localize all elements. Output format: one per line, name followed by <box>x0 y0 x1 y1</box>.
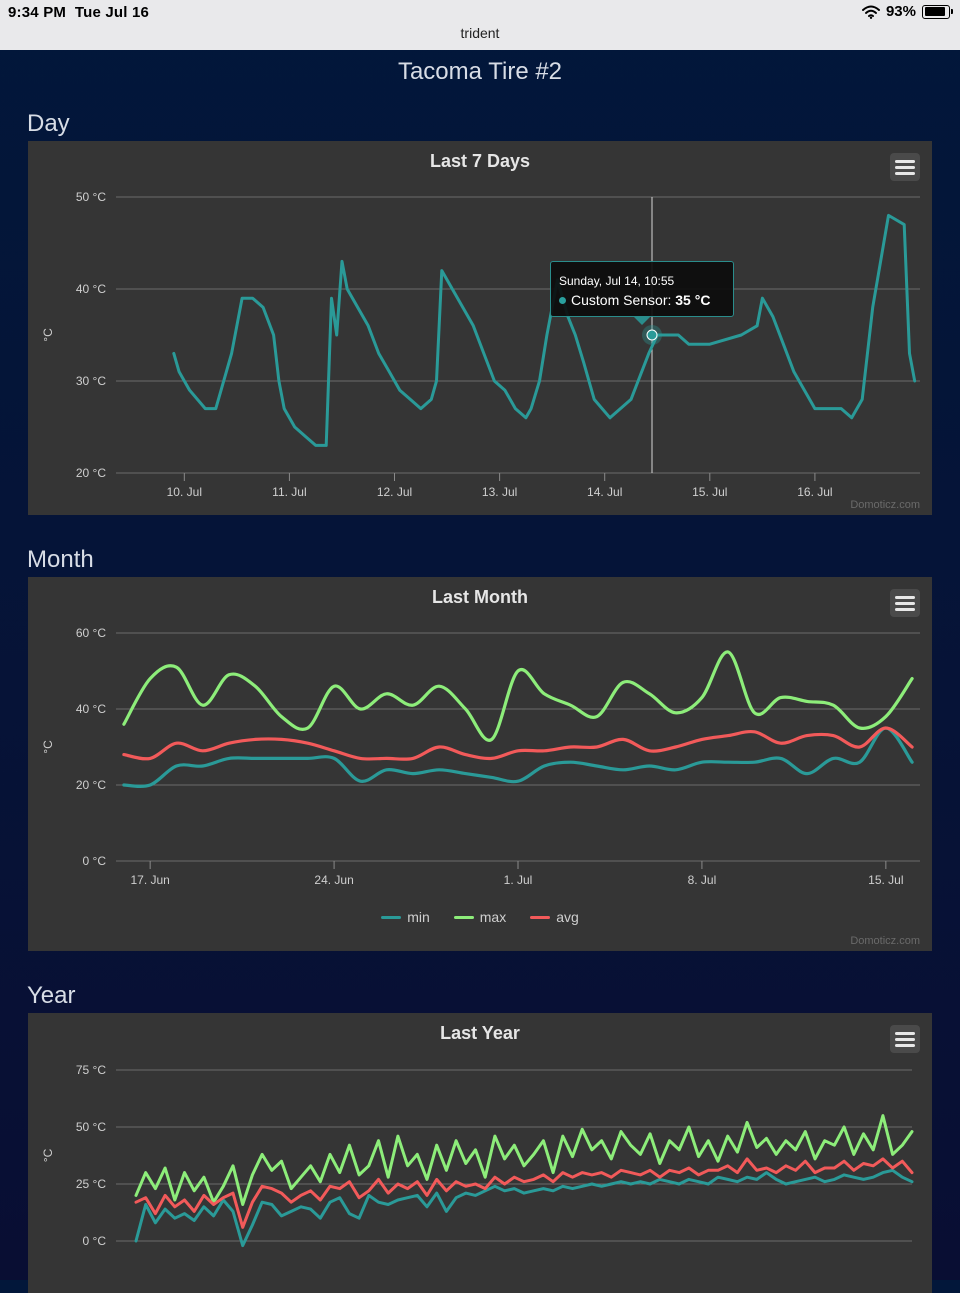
series-line-min <box>122 726 914 789</box>
series-line-max <box>134 1114 914 1206</box>
x-tick-label: 1. Jul <box>504 873 533 887</box>
month-chart-panel: Last Month 0 °C 20 °C 40 °C 60 °C °C 17. Jun 2… <box>28 577 932 951</box>
y-tick-label: 60 °C <box>76 626 106 640</box>
status-right: 93% <box>861 3 953 20</box>
tooltip-dot <box>559 297 566 304</box>
chart-title: Last 7 Days <box>429 151 531 171</box>
y-tick-label: 40 °C <box>76 702 106 716</box>
chart-menu-button[interactable] <box>890 1025 920 1053</box>
chart-title: Last Year <box>440 1023 520 1043</box>
credit-link[interactable]: Domoticz.com <box>850 499 920 511</box>
section-year-label: Year <box>27 982 76 1009</box>
y-tick-label: 75 °C <box>76 1063 106 1077</box>
y-tick-label: 25 °C <box>76 1177 106 1191</box>
app-name: trident <box>460 25 500 41</box>
status-time: 9:34 PM Tue Jul 16 <box>8 4 149 21</box>
series-line-avg <box>122 726 914 761</box>
y-tick-label: 20 °C <box>76 778 106 792</box>
y-tick-label: 30 °C <box>76 374 106 388</box>
chart-menu-button[interactable] <box>890 589 920 617</box>
wifi-icon <box>861 5 880 19</box>
x-tick-label: 24. Jun <box>314 873 353 887</box>
hover-point <box>646 329 658 341</box>
status-bar: 9:34 PM Tue Jul 16 93% trident <box>0 0 960 50</box>
year-chart: 0 °C 25 °C 50 °C 75 °C °C <box>41 1063 914 1248</box>
y-axis-title: °C <box>41 1148 55 1162</box>
month-chart: 0 °C 20 °C 40 °C 60 °C °C 17. Jun 24. Jun 1. Ju… <box>41 626 920 887</box>
x-tick-label: 15. Jul <box>868 873 903 887</box>
section-month-label: Month <box>27 546 94 573</box>
series-line-max <box>122 650 914 742</box>
date-text: Tue Jul 16 <box>74 4 150 21</box>
y-axis-title: °C <box>41 328 55 342</box>
x-tick-label: 12. Jul <box>377 485 412 499</box>
tooltip-value: 35 °C <box>675 292 711 308</box>
x-tick-label: 16. Jul <box>797 485 832 499</box>
legend-item-min[interactable]: min <box>381 909 430 925</box>
tooltip-series: Custom Sensor: <box>571 292 676 308</box>
x-tick-label: 10. Jul <box>167 485 202 499</box>
battery-icon <box>922 4 953 19</box>
y-tick-label: 50 °C <box>76 190 106 204</box>
day-chart: 20 °C 30 °C 40 °C 50 °C °C 10. Jul 11. Jul 12. … <box>41 190 920 499</box>
x-tick-label: 8. Jul <box>688 873 717 887</box>
legend-label: avg <box>556 909 579 925</box>
legend-label: max <box>479 909 507 925</box>
credit-link[interactable]: Domoticz.com <box>850 935 920 947</box>
y-axis-title: °C <box>41 740 55 754</box>
x-tick-label: 15. Jul <box>692 485 727 499</box>
series-line-min <box>134 1168 914 1248</box>
tooltip-title: Sunday, Jul 14, 10:55 <box>559 274 675 288</box>
clock-text: 9:34 PM <box>8 4 67 21</box>
legend-item-avg[interactable]: avg <box>530 909 579 925</box>
tooltip-body: Custom Sensor: 35 °C <box>559 292 710 308</box>
page-title: Tacoma Tire #2 <box>397 58 563 85</box>
y-tick-label: 50 °C <box>76 1120 106 1134</box>
y-tick-label: 40 °C <box>76 282 106 296</box>
section-day-label: Day <box>27 110 70 137</box>
y-tick-label: 0 °C <box>83 1234 107 1248</box>
chart-title: Last Month <box>432 587 528 607</box>
legend-item-max[interactable]: max <box>453 909 507 925</box>
chart-menu-button[interactable] <box>890 153 920 181</box>
year-chart-panel: Last Year 0 °C 25 °C 50 °C 75 °C °C <box>28 1013 932 1293</box>
battery-percent: 93% <box>885 3 916 20</box>
legend-label: min <box>407 909 430 925</box>
x-tick-label: 14. Jul <box>587 485 622 499</box>
day-chart-panel: Last 7 Days 20 °C 30 °C 40 °C 50 °C °C 10. Ju… <box>28 141 932 515</box>
x-tick-label: 13. Jul <box>482 485 517 499</box>
x-tick-label: 11. Jul <box>272 485 306 499</box>
series-line-avg <box>134 1157 914 1229</box>
y-tick-label: 0 °C <box>83 854 107 868</box>
chart-legend: min max avg <box>28 909 932 925</box>
y-tick-label: 20 °C <box>76 466 106 480</box>
series-line-custom-sensor <box>172 213 917 447</box>
chart-tooltip: Sunday, Jul 14, 10:55 Custom Sensor: 35 … <box>550 261 734 325</box>
x-tick-label: 17. Jun <box>130 873 169 887</box>
